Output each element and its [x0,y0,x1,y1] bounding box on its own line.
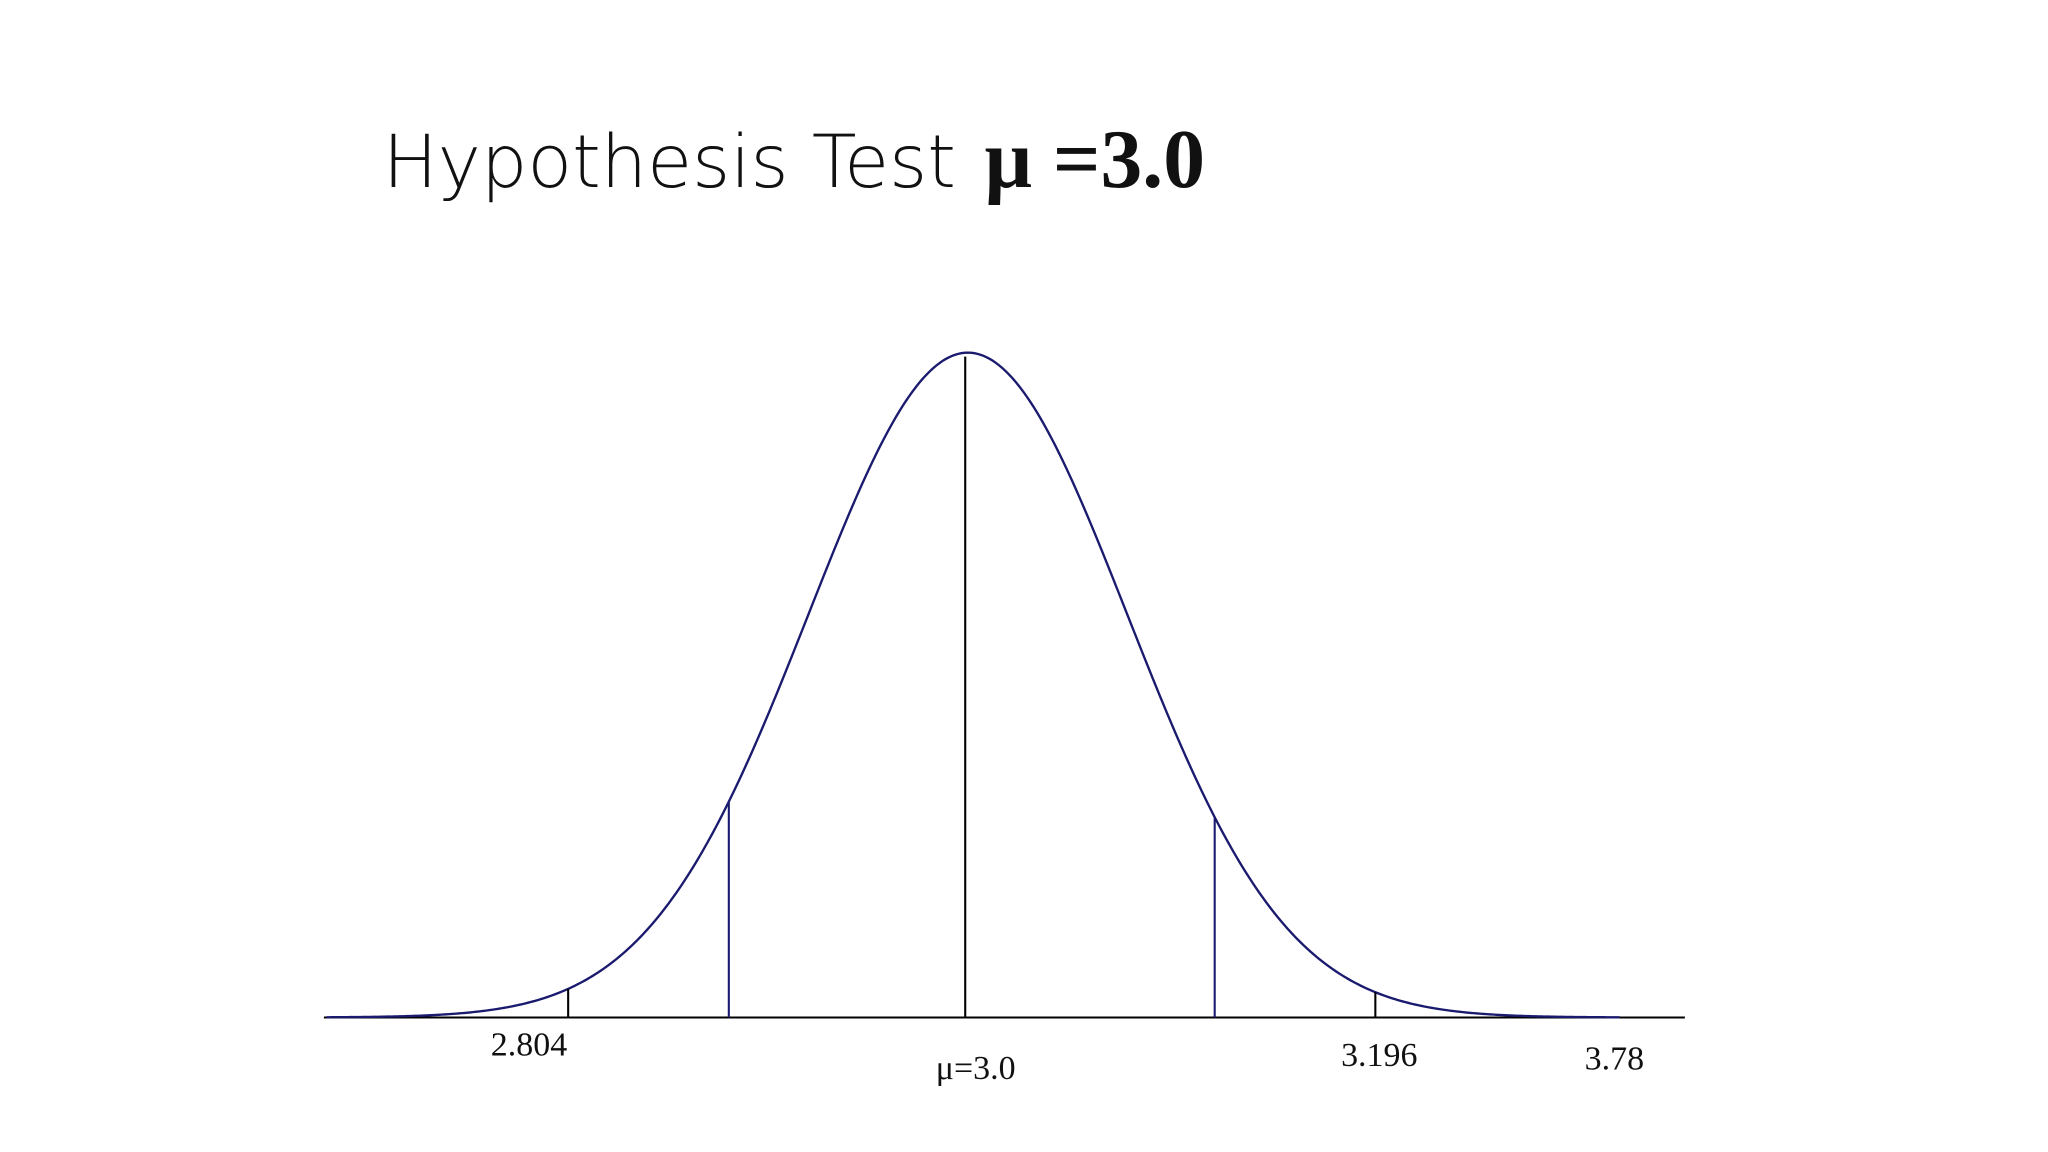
slide-title: Hypothesis Test μ =3.0 [383,114,1205,206]
bell-curve [326,351,1620,1019]
label-right-tail: 3.196 [1341,1037,1417,1074]
title-symbol: μ =3.0 [985,114,1205,206]
title-text: Hypothesis Test [383,120,956,205]
normal-curve-diagram [323,351,1685,1019]
label-mean: μ=3.0 [936,1050,1016,1087]
label-far-right: 3.78 [1585,1041,1644,1078]
label-left-tail: 2.804 [491,1026,567,1063]
